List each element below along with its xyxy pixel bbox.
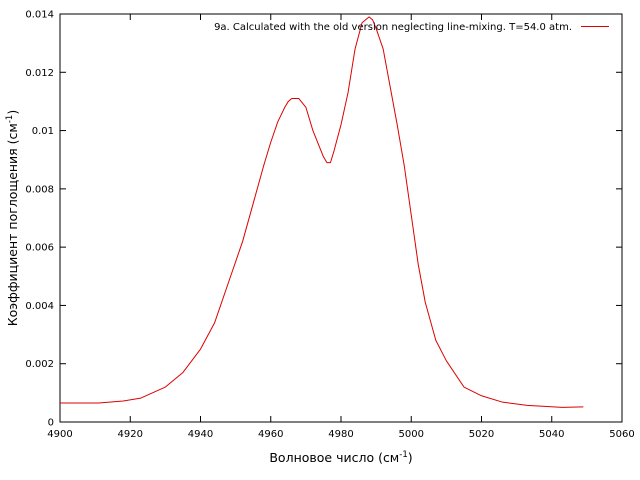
x-axis-label-superscript: -1 — [399, 450, 407, 460]
x-tick-label: 5060 — [609, 429, 634, 440]
x-tick-label: 4920 — [118, 429, 143, 440]
legend-label: 9a. Calculated with the old version negl… — [214, 22, 572, 33]
y-axis-label-main: Коэффициент поглощения (см — [5, 123, 20, 326]
x-axis-label: Волновое число (см-1) — [269, 450, 412, 465]
x-tick-label: 4940 — [188, 429, 213, 440]
y-tick-label: 0.004 — [25, 301, 54, 312]
y-axis-label: Коэффициент поглощения (см-1) — [5, 110, 20, 326]
legend: 9a. Calculated with the old version negl… — [214, 22, 609, 33]
series-line — [60, 16, 584, 408]
y-tick-label: 0.008 — [25, 184, 54, 195]
y-tick-label: 0.012 — [25, 68, 54, 79]
axis-ticks — [59, 13, 623, 423]
x-axis-label-end: ) — [408, 450, 413, 465]
y-tick-label: 0.006 — [25, 243, 54, 254]
y-tick-label: 0 — [48, 418, 54, 429]
x-axis-label-main: Волновое число (см — [269, 450, 399, 465]
x-tick-label: 5020 — [469, 429, 494, 440]
plot-frame — [59, 13, 623, 423]
y-tick-label: 0.014 — [25, 10, 54, 21]
x-tick-label: 5040 — [539, 429, 564, 440]
y-axis-label-end: ) — [5, 110, 20, 115]
y-tick-label: 0.01 — [32, 126, 54, 137]
x-tick-label: 5000 — [399, 429, 424, 440]
series-layer — [60, 16, 584, 408]
x-tick-label: 4900 — [47, 429, 72, 440]
x-tick-label: 4960 — [258, 429, 283, 440]
tick-labels: 4900 4920 4940 4960 4980 5000 5020 5040 5060 0 0.0… — [25, 10, 634, 441]
y-tick-label: 0.002 — [25, 359, 54, 370]
y-axis-label-superscript: -1 — [5, 115, 15, 123]
x-tick-label: 4980 — [328, 429, 353, 440]
